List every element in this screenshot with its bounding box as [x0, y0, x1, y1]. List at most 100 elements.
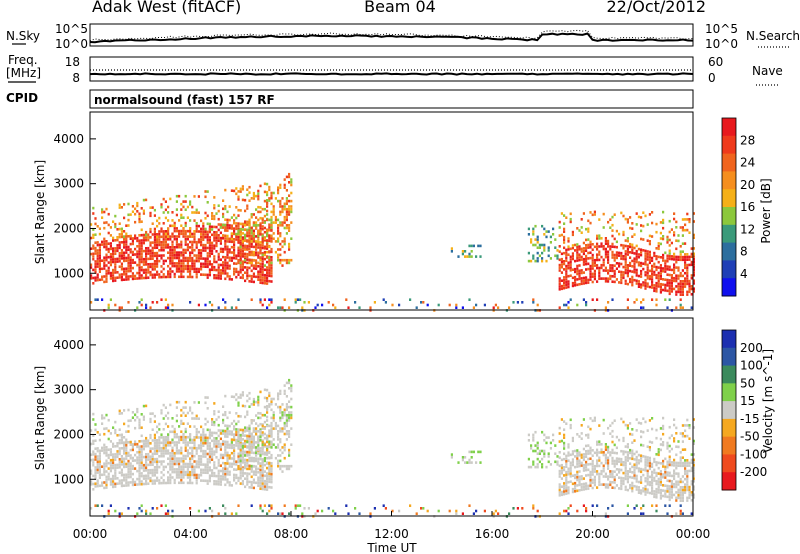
colorbar-tick-label: 28 — [740, 133, 755, 147]
velocity-cell — [585, 455, 588, 458]
velocity-cell — [563, 490, 566, 493]
velocity-cell — [123, 476, 126, 479]
power-cell — [180, 202, 183, 206]
power-cell — [175, 235, 178, 238]
velocity-cell — [244, 464, 247, 468]
power-cell — [611, 269, 614, 273]
power-cell — [189, 240, 192, 244]
power-cell — [241, 268, 244, 272]
velocity-cell — [239, 464, 242, 468]
velocity-cell — [618, 460, 621, 463]
power-cell — [622, 246, 625, 250]
velocity-cell — [160, 449, 163, 453]
power-cell — [230, 306, 233, 309]
velocity-cell — [158, 438, 161, 442]
power-cell — [252, 197, 255, 200]
velocity-cell — [90, 453, 93, 456]
power-cell — [226, 240, 229, 243]
velocity-cell — [567, 451, 570, 454]
power-cell — [600, 263, 603, 267]
power-cell — [255, 224, 258, 227]
velocity-cell — [184, 435, 187, 439]
power-cell — [182, 205, 185, 209]
power-cell — [167, 232, 170, 236]
power-cell — [646, 266, 649, 269]
power-cell — [189, 227, 192, 230]
power-cell — [261, 217, 264, 220]
power-cell — [670, 290, 673, 293]
power-cell — [270, 218, 273, 222]
velocity-cell — [92, 488, 95, 491]
power-cell — [675, 247, 678, 251]
velocity-cell — [259, 390, 262, 394]
velocity-cell — [140, 482, 143, 486]
power-cell — [239, 258, 242, 262]
velocity-cell — [263, 482, 266, 486]
power-cell — [189, 267, 192, 271]
power-cell — [140, 255, 143, 258]
power-cell — [261, 227, 264, 231]
power-cell — [224, 269, 227, 273]
power-cell — [679, 245, 682, 248]
velocity-cell — [222, 443, 225, 446]
power-cell — [285, 199, 288, 203]
velocity-cell — [611, 456, 614, 460]
velocity-cell — [140, 456, 143, 459]
velocity-cell — [228, 443, 231, 447]
power-cell — [233, 256, 236, 260]
velocity-cell — [96, 484, 99, 488]
power-cell — [125, 270, 128, 273]
power-cell — [675, 285, 678, 288]
velocity-cell — [178, 473, 181, 476]
velocity-cell — [158, 428, 161, 431]
velocity-cell — [125, 476, 128, 479]
velocity-cell — [162, 454, 165, 458]
velocity-cell — [246, 458, 249, 462]
velocity-cell — [138, 480, 141, 483]
power-cell — [646, 258, 649, 261]
power-cell — [631, 283, 634, 287]
nsky-label: N.Sky — [6, 29, 40, 43]
power-cell — [120, 232, 123, 236]
velocity-cell — [118, 449, 121, 453]
velocity-cell — [567, 472, 570, 476]
power-cell — [668, 273, 671, 277]
power-cell — [250, 274, 253, 278]
power-cell — [158, 243, 161, 247]
velocity-cell — [169, 478, 172, 482]
power-cell — [195, 267, 198, 271]
velocity-cell — [233, 476, 236, 479]
velocity-cell — [576, 449, 579, 452]
velocity-cell — [134, 413, 137, 417]
velocity-cell — [151, 507, 154, 510]
velocity-cell — [193, 441, 196, 444]
velocity-cell — [345, 504, 348, 507]
power-cell — [149, 206, 152, 209]
velocity-cell — [255, 427, 258, 430]
velocity-cell — [167, 476, 170, 479]
power-cell — [468, 255, 471, 258]
power-cell — [142, 236, 145, 239]
power-cell — [677, 274, 680, 278]
velocity-cell — [567, 467, 570, 471]
velocity-cell — [107, 461, 110, 465]
power-cell — [241, 241, 244, 245]
velocity-cell — [252, 443, 255, 447]
velocity-cell — [464, 461, 467, 464]
power-cell — [248, 247, 251, 251]
velocity-cell — [358, 512, 361, 515]
velocity-cell — [569, 469, 572, 473]
power-cell — [182, 264, 185, 268]
power-cell — [596, 256, 599, 259]
velocity-cell — [607, 464, 610, 468]
power-cell — [257, 189, 260, 193]
power-cell — [127, 202, 130, 206]
velocity-cell — [112, 442, 115, 446]
velocity-cell — [563, 492, 566, 496]
power-cell — [175, 213, 178, 217]
velocity-cell — [585, 509, 588, 513]
power-cell — [611, 280, 614, 283]
power-cell — [664, 289, 667, 292]
power-cell — [250, 280, 253, 283]
power-cell — [259, 265, 262, 268]
